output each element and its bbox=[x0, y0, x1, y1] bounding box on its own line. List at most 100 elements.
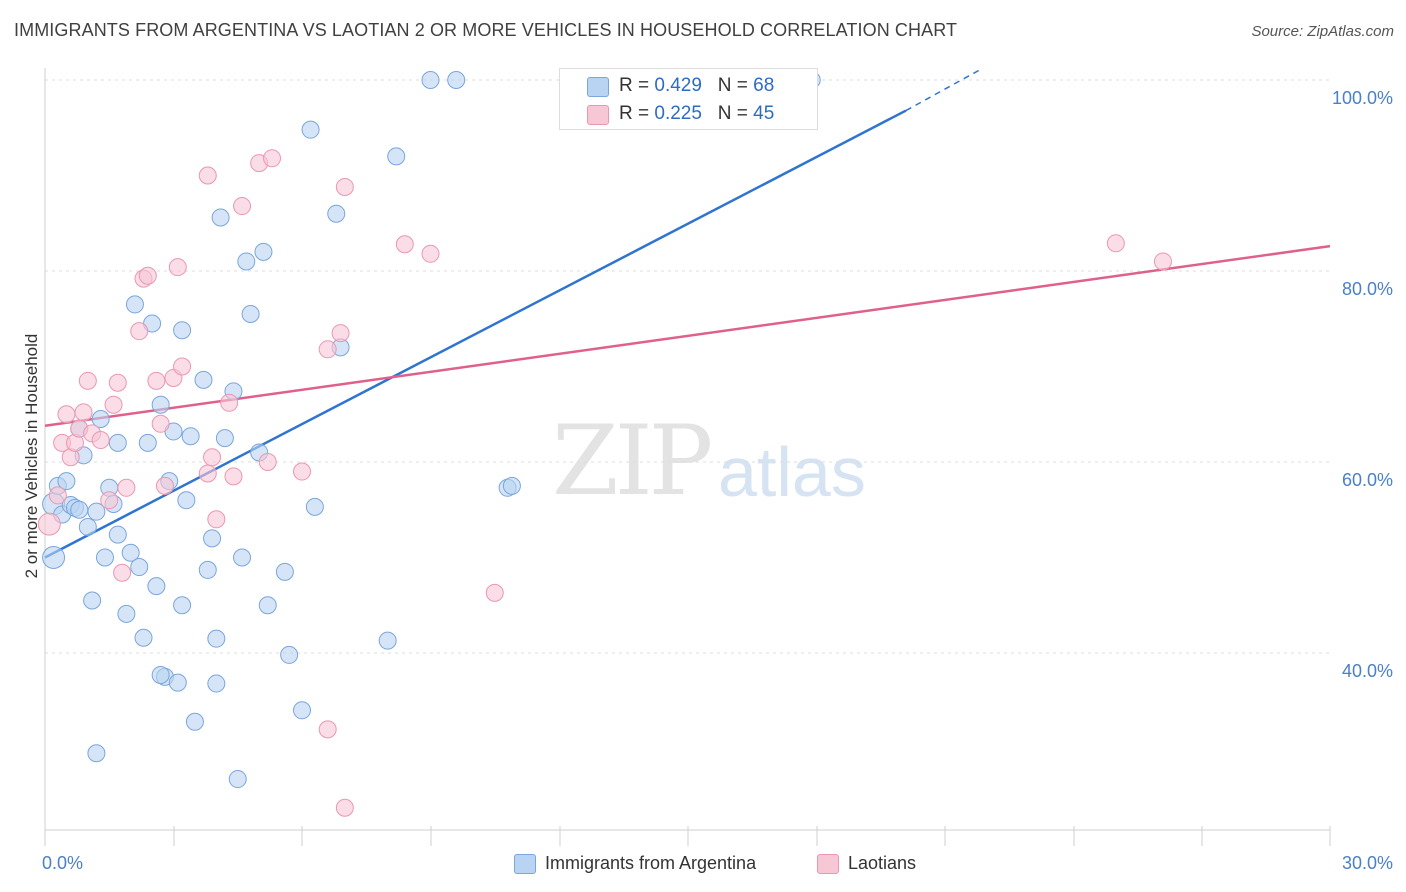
point-argentina bbox=[327, 204, 346, 223]
gridlines bbox=[45, 79, 1330, 654]
point-argentina bbox=[228, 770, 247, 789]
point-argentina bbox=[151, 395, 170, 414]
point-argentina bbox=[87, 744, 106, 763]
point-laotians bbox=[318, 720, 337, 739]
trend-line-argentina-extension bbox=[905, 69, 980, 112]
point-laotians bbox=[258, 453, 277, 471]
point-argentina bbox=[42, 546, 66, 569]
source-label: Source: ZipAtlas.com bbox=[1251, 23, 1394, 40]
point-laotians bbox=[1153, 252, 1172, 271]
point-laotians bbox=[421, 244, 440, 263]
point-argentina bbox=[95, 548, 114, 567]
point-laotians bbox=[100, 491, 119, 510]
legend-r-label: R = bbox=[619, 75, 655, 96]
point-laotians bbox=[233, 197, 252, 216]
axis-labels: 40.0% 60.0% 80.0% 100.0% 0.0% 30.0% 2 or more … bbox=[22, 88, 1393, 873]
point-laotians bbox=[318, 340, 337, 359]
point-argentina bbox=[207, 674, 226, 693]
point-argentina bbox=[198, 560, 217, 579]
point-laotians bbox=[198, 166, 217, 185]
point-argentina bbox=[134, 628, 153, 647]
series-swatch-argentina bbox=[514, 854, 536, 874]
x-tick-label: 0.0% bbox=[42, 853, 83, 873]
point-argentina bbox=[138, 433, 157, 452]
point-argentina bbox=[305, 497, 324, 516]
point-argentina bbox=[130, 558, 149, 577]
chart-title: IMMIGRANTS FROM ARGENTINA VS LAOTIAN 2 O… bbox=[14, 20, 958, 40]
point-laotians bbox=[173, 357, 192, 376]
legend-n-value: 68 bbox=[753, 75, 775, 96]
point-laotians bbox=[207, 510, 226, 529]
point-laotians bbox=[220, 393, 239, 412]
y-tick-label: 100.0% bbox=[1332, 88, 1393, 108]
point-argentina bbox=[173, 321, 192, 340]
trend-lines bbox=[44, 69, 1331, 559]
legend-n-value: 45 bbox=[753, 103, 775, 124]
point-argentina bbox=[378, 631, 397, 650]
point-laotians bbox=[155, 476, 174, 495]
point-laotians bbox=[48, 486, 67, 505]
point-argentina bbox=[233, 548, 252, 567]
point-laotians bbox=[168, 258, 187, 277]
axes bbox=[44, 68, 1331, 846]
point-laotians bbox=[335, 798, 354, 817]
point-argentina bbox=[70, 500, 89, 519]
point-laotians bbox=[117, 478, 136, 497]
correlation-legend: R = 0.429 N = 68 R = 0.225 N = 45 bbox=[559, 68, 818, 130]
point-argentina bbox=[125, 295, 144, 314]
legend-n-label: N = bbox=[717, 103, 754, 124]
point-laotians bbox=[74, 403, 93, 422]
point-argentina bbox=[211, 208, 230, 227]
x-tick-label: 30.0% bbox=[1342, 853, 1393, 873]
point-laotians bbox=[485, 583, 504, 602]
point-laotians bbox=[78, 371, 97, 390]
point-laotians bbox=[108, 373, 127, 392]
point-laotians bbox=[203, 448, 222, 467]
data-points bbox=[37, 71, 1172, 817]
point-laotians bbox=[147, 371, 166, 390]
point-laotians bbox=[57, 405, 76, 424]
point-argentina bbox=[237, 252, 256, 271]
point-argentina bbox=[387, 147, 406, 166]
point-argentina bbox=[91, 410, 110, 429]
point-argentina bbox=[203, 529, 222, 548]
point-argentina bbox=[241, 304, 260, 323]
point-argentina bbox=[83, 591, 102, 610]
point-argentina bbox=[147, 577, 166, 596]
legend-row-argentina: R = 0.429 N = 68 bbox=[560, 71, 817, 101]
point-argentina bbox=[173, 596, 192, 615]
series-label-laotians: Laotians bbox=[848, 853, 917, 873]
point-argentina bbox=[78, 517, 97, 536]
point-argentina bbox=[87, 502, 106, 521]
point-argentina bbox=[168, 673, 187, 692]
legend-r-value: 0.429 bbox=[654, 75, 702, 96]
series-swatch-laotians bbox=[817, 854, 839, 874]
legend-n-label: N = bbox=[717, 75, 754, 96]
point-argentina bbox=[151, 665, 170, 684]
point-laotians bbox=[113, 563, 132, 582]
point-argentina bbox=[108, 525, 127, 544]
y-tick-label: 40.0% bbox=[1342, 661, 1393, 681]
point-argentina bbox=[301, 120, 320, 139]
y-axis-title: 2 or more Vehicles in Household bbox=[22, 334, 41, 579]
point-argentina bbox=[207, 629, 226, 648]
point-laotians bbox=[198, 464, 217, 483]
watermark-zip: ZIP bbox=[552, 405, 713, 517]
point-argentina bbox=[194, 370, 213, 389]
legend-row-laotians: R = 0.225 N = 45 bbox=[560, 99, 817, 129]
point-argentina bbox=[502, 476, 521, 495]
point-argentina bbox=[275, 562, 294, 581]
point-argentina bbox=[280, 645, 299, 664]
point-laotians bbox=[91, 431, 110, 450]
point-laotians bbox=[151, 414, 170, 433]
legend-swatch-argentina bbox=[587, 77, 609, 97]
point-argentina bbox=[177, 491, 196, 510]
point-laotians bbox=[263, 149, 282, 168]
point-argentina bbox=[447, 71, 466, 89]
point-laotians bbox=[224, 467, 243, 486]
legend-r-label: R = bbox=[619, 103, 655, 124]
point-argentina bbox=[421, 71, 440, 89]
point-argentina bbox=[185, 712, 204, 731]
point-argentina bbox=[181, 427, 200, 446]
